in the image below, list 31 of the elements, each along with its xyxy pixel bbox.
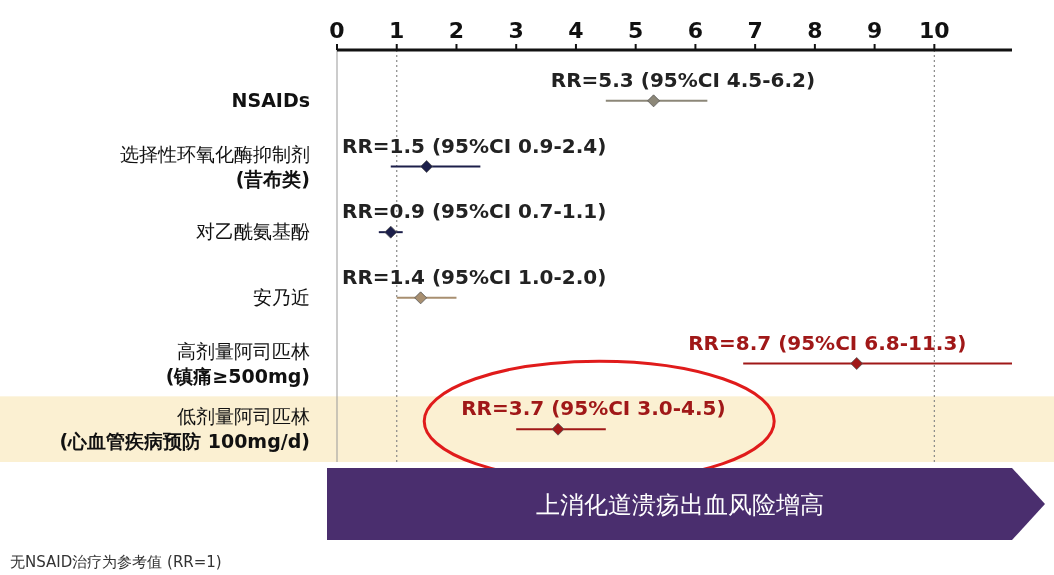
data-label: RR=0.9 (95%CI 0.7-1.1) <box>342 199 607 224</box>
point <box>414 291 428 305</box>
data-label: RR=8.7 (95%CI 6.8-11.3) <box>688 330 967 355</box>
point <box>420 160 433 173</box>
x-tick-label: 2 <box>448 18 465 43</box>
x-tick-label: 10 <box>919 18 950 43</box>
y-tick-label: 对乙酰氨基酚 <box>196 220 310 243</box>
y-tick-label: 高剂量阿司匹林 (镇痛≥500mg) <box>165 339 310 387</box>
point <box>384 225 398 239</box>
text: 上消化道溃疡出血风险增高 <box>536 491 824 519</box>
data-label: RR=3.7 (95%CI 3.0-4.5) <box>461 396 726 421</box>
point <box>647 94 660 108</box>
data-label: RR=1.5 (95%CI 0.9-2.4) <box>342 133 607 158</box>
x-tick-label: 0 <box>329 18 345 43</box>
data-label: RR=1.4 (95%CI 1.0-2.0) <box>342 264 607 289</box>
x-tick-label: 3 <box>508 18 524 43</box>
y-tick-label: 低剂量阿司匹林 (心血管疾病预防 100mg/d) <box>59 405 310 453</box>
y-tick-label: 安乃近 <box>253 285 310 308</box>
x-tick-label: 4 <box>568 18 584 43</box>
x-tick-label: 1 <box>389 18 405 43</box>
x-tick-label: 9 <box>866 18 883 43</box>
text: 无NSAID治疗为参考值 (RR=1) <box>10 553 222 571</box>
x-tick-label: 7 <box>747 18 763 43</box>
point <box>850 357 864 370</box>
x-tick-label: 5 <box>628 18 644 43</box>
point <box>551 422 565 436</box>
x-tick-label: 6 <box>687 18 704 43</box>
y-tick-label: 选择性环氧化酶抑制剂 (昔布类) <box>120 142 310 190</box>
x-tick-label: 8 <box>807 18 823 43</box>
data-label: RR=5.3 (95%CI 4.5-6.2) <box>550 67 816 92</box>
y-tick-label: NSAIDs <box>231 88 310 111</box>
